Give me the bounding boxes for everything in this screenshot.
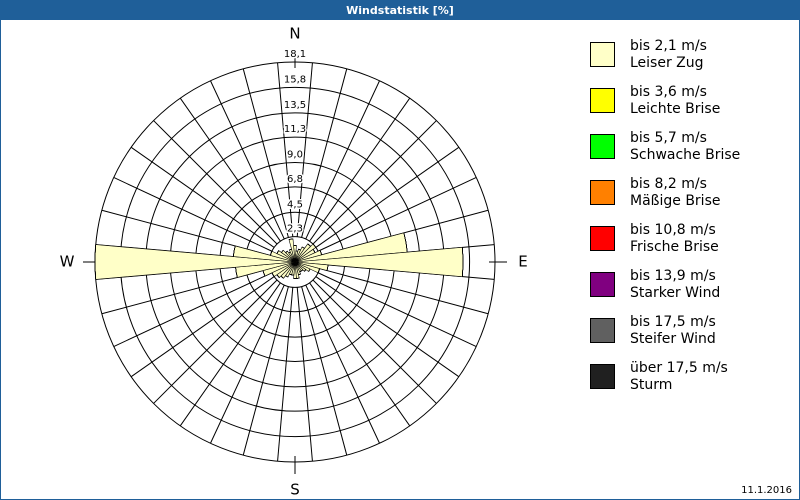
- spoke: [113, 272, 273, 347]
- legend-name: bis 10,8 m/s: [630, 222, 716, 238]
- wedge: [288, 238, 294, 240]
- legend-description: Mäßige Brise: [630, 193, 720, 209]
- y-tick-label: 11,3: [284, 124, 306, 135]
- legend-swatch: [590, 272, 615, 297]
- legend-description: Schwache Brise: [630, 147, 740, 163]
- compass-label: W: [60, 253, 75, 271]
- y-tick-label: 2,3: [287, 224, 303, 235]
- legend-swatch: [590, 134, 615, 159]
- compass-label: E: [518, 253, 527, 271]
- legend-name: bis 5,7 m/s: [630, 130, 707, 146]
- legend-swatch: [590, 42, 615, 67]
- spoke: [309, 282, 411, 427]
- spoke: [242, 286, 289, 456]
- legend-name: bis 17,5 m/s: [630, 314, 716, 330]
- spoke: [301, 286, 348, 456]
- wedge: [270, 251, 273, 256]
- wedge: [317, 268, 320, 273]
- spoke: [130, 146, 275, 248]
- spoke: [315, 276, 460, 378]
- spoke: [277, 62, 294, 237]
- legend-swatch: [590, 226, 615, 251]
- wedge: [233, 245, 236, 257]
- spoke: [305, 284, 380, 444]
- wedge: [281, 250, 284, 253]
- spoke: [296, 287, 313, 462]
- chart-title: Windstatistik [%]: [346, 4, 454, 17]
- spoke: [210, 80, 285, 240]
- y-tick-label: 4,5: [287, 199, 303, 210]
- spoke: [153, 279, 278, 404]
- y-tick-label: 15,8: [284, 74, 306, 85]
- wedge: [94, 244, 97, 280]
- spoke: [317, 177, 477, 252]
- spoke: [301, 68, 348, 238]
- spoke: [309, 97, 411, 242]
- legend-description: Steifer Wind: [630, 331, 716, 347]
- spoke: [242, 68, 289, 238]
- spoke: [210, 284, 285, 444]
- legend-swatch: [590, 318, 615, 343]
- compass-label: N: [289, 25, 300, 43]
- spoke: [312, 279, 437, 404]
- title-bar: [0, 0, 800, 20]
- spoke: [113, 177, 273, 252]
- spoke: [312, 120, 437, 245]
- legend-description: Leichte Brise: [630, 101, 720, 117]
- legend-description: Frische Brise: [630, 239, 719, 255]
- y-tick-label: 18,1: [284, 49, 306, 60]
- spoke: [153, 120, 278, 245]
- spoke: [296, 62, 313, 237]
- spoke: [317, 272, 477, 347]
- date: 11.1.2016: [741, 485, 792, 496]
- spoke: [305, 80, 380, 240]
- wedge: [312, 243, 317, 248]
- legend-description: Starker Wind: [630, 285, 720, 301]
- spoke: [315, 146, 460, 248]
- compass-label: S: [290, 481, 300, 499]
- legend-swatch: [590, 88, 615, 113]
- wedge: [285, 250, 288, 253]
- wedge: [304, 269, 307, 272]
- legend-description: Leiser Zug: [630, 55, 704, 71]
- legend-name: bis 2,1 m/s: [630, 38, 707, 54]
- wedge: [462, 247, 464, 277]
- spoke: [277, 287, 294, 462]
- wedge: [308, 268, 311, 272]
- legend-swatch: [590, 180, 615, 205]
- spoke: [179, 282, 281, 427]
- legend-name: bis 13,9 m/s: [630, 268, 716, 284]
- legend-description: Sturm: [630, 377, 672, 393]
- legend-name: bis 8,2 m/s: [630, 176, 707, 192]
- y-tick-label: 6,8: [287, 174, 303, 185]
- y-tick-label: 9,0: [287, 150, 303, 161]
- legend-name: über 17,5 m/s: [630, 360, 728, 376]
- wedge: [326, 264, 329, 271]
- spoke: [179, 97, 281, 242]
- legend-name: bis 3,6 m/s: [630, 84, 707, 100]
- spoke: [319, 268, 489, 315]
- spoke: [130, 276, 275, 378]
- wedge: [276, 250, 279, 254]
- legend-swatch: [590, 364, 615, 389]
- y-tick-label: 13,5: [284, 100, 306, 111]
